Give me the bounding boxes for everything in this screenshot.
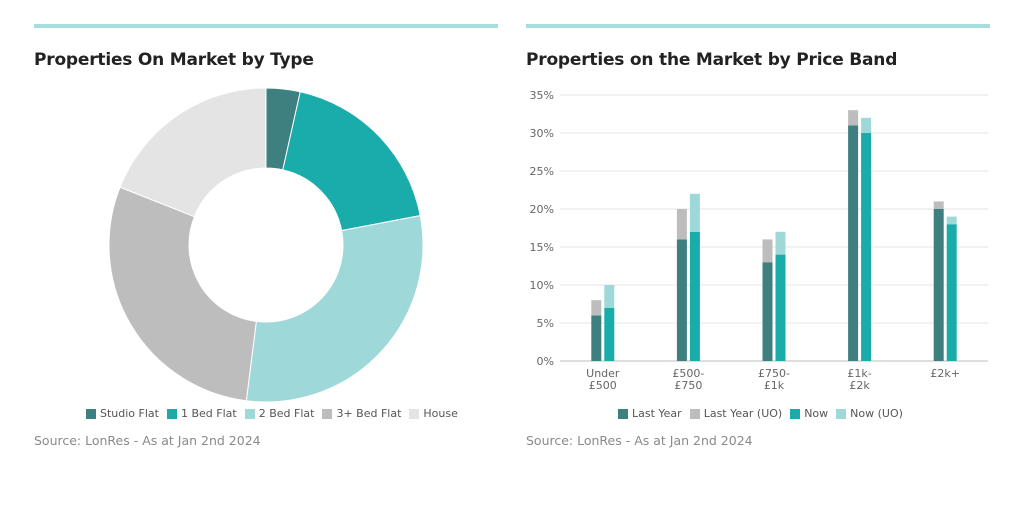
- bar-last-year-2: [762, 262, 773, 361]
- legend-swatch: [166, 408, 177, 419]
- bar-last-year-uo-3: [848, 110, 859, 126]
- legend-label: Last Year (UO): [703, 407, 783, 420]
- bar-legend: Last Year Last Year (UO) Now Now (UO): [618, 407, 911, 420]
- legend-item-3plus-bed-flat: 3+ Bed Flat: [322, 407, 401, 420]
- donut-chart-title: Properties On Market by Type: [34, 50, 314, 70]
- legend-swatch: [618, 408, 628, 419]
- y-tick-label: 10%: [530, 279, 554, 292]
- bar-last-year-0: [591, 315, 602, 361]
- bar-last-year-1: [676, 239, 687, 361]
- x-tick-label: £1k: [764, 379, 785, 392]
- x-tick-label: £500-: [672, 367, 704, 380]
- y-tick-label: 20%: [530, 203, 554, 216]
- legend-swatch: [689, 408, 700, 419]
- bar-now-0: [604, 307, 615, 361]
- bar-chart: 0%5%10%15%20%25%30%35%Under£500£500-£750…: [530, 89, 988, 392]
- bar-last-year-uo-0: [591, 300, 602, 316]
- x-tick-label: £1k-: [847, 367, 871, 380]
- legend-item-now: Now: [790, 407, 828, 420]
- legend-label: Now (UO): [850, 407, 903, 420]
- legend-swatch: [836, 408, 847, 419]
- legend-label: 2 Bed Flat: [258, 407, 315, 420]
- bar-now-uo-1: [689, 193, 700, 232]
- legend-swatch: [86, 408, 96, 419]
- x-tick-label: £2k: [849, 379, 870, 392]
- accent-line: [34, 24, 498, 28]
- legend-item-last-year: Last Year: [618, 407, 682, 420]
- bar-last-year-uo-4: [933, 201, 944, 209]
- legend-swatch: [409, 408, 420, 419]
- legend-item-2-bed-flat: 2 Bed Flat: [244, 407, 315, 420]
- legend-item-now-uo: Now (UO): [836, 407, 903, 420]
- bar-now-uo-3: [861, 117, 872, 133]
- x-tick-label: £500: [589, 379, 617, 392]
- bar-now-uo-4: [946, 216, 957, 225]
- legend-label: 3+ Bed Flat: [336, 407, 402, 420]
- x-tick-label: £2k+: [930, 367, 960, 380]
- y-tick-label: 0%: [537, 355, 554, 368]
- legend-label: Studio Flat: [100, 407, 159, 420]
- legend-item-studio-flat: Studio Flat: [86, 407, 159, 420]
- x-tick-label: Under: [586, 367, 620, 380]
- legend-item-house: House: [409, 407, 458, 420]
- donut-slice-1-bed-flat: [282, 91, 421, 232]
- bar-last-year-3: [848, 125, 859, 362]
- legend-swatch: [244, 408, 255, 419]
- bar-last-year-uo-2: [762, 239, 773, 263]
- bar-source: Source: LonRes - As at Jan 2nd 2024: [526, 433, 753, 448]
- bar-panel: Properties on the Market by Price Band 0…: [526, 0, 990, 512]
- legend-swatch: [322, 408, 333, 419]
- bar-now-uo-2: [775, 231, 786, 255]
- legend-label: Last Year: [632, 407, 682, 420]
- y-tick-label: 25%: [530, 165, 554, 178]
- bar-last-year-uo-1: [676, 209, 687, 240]
- accent-line: [526, 24, 990, 28]
- legend-item-1-bed-flat: 1 Bed Flat: [166, 407, 237, 420]
- legend-label: House: [423, 407, 458, 420]
- legend-label: Now: [804, 407, 829, 420]
- x-tick-label: £750-: [758, 367, 790, 380]
- donut-slice-2-bed-flat: [245, 214, 424, 403]
- legend-label: 1 Bed Flat: [180, 407, 237, 420]
- y-tick-label: 5%: [537, 317, 554, 330]
- bar-now-4: [946, 224, 957, 361]
- donut-slice-3plus-bed-flat: [108, 186, 257, 402]
- bar-now-1: [689, 231, 700, 361]
- donut-chart: [108, 87, 424, 403]
- y-tick-label: 35%: [530, 89, 554, 102]
- bar-chart-title: Properties on the Market by Price Band: [526, 50, 898, 70]
- donut-legend: Studio Flat 1 Bed Flat 2 Bed Flat 3+ Bed Fl…: [86, 407, 466, 420]
- x-tick-label: £750: [674, 379, 702, 392]
- donut-panel: Properties On Market by Type Studio Flat…: [34, 0, 498, 512]
- y-tick-label: 30%: [530, 127, 554, 140]
- bar-now-uo-0: [604, 285, 615, 308]
- y-tick-label: 15%: [530, 241, 554, 254]
- donut-source: Source: LonRes - As at Jan 2nd 2024: [34, 433, 261, 448]
- donut-slice-house: [119, 87, 267, 218]
- bar-last-year-4: [933, 209, 944, 361]
- bar-now-2: [775, 254, 786, 361]
- legend-item-last-year-uo: Last Year (UO): [689, 407, 783, 420]
- legend-swatch: [790, 408, 801, 419]
- bar-now-3: [861, 133, 872, 361]
